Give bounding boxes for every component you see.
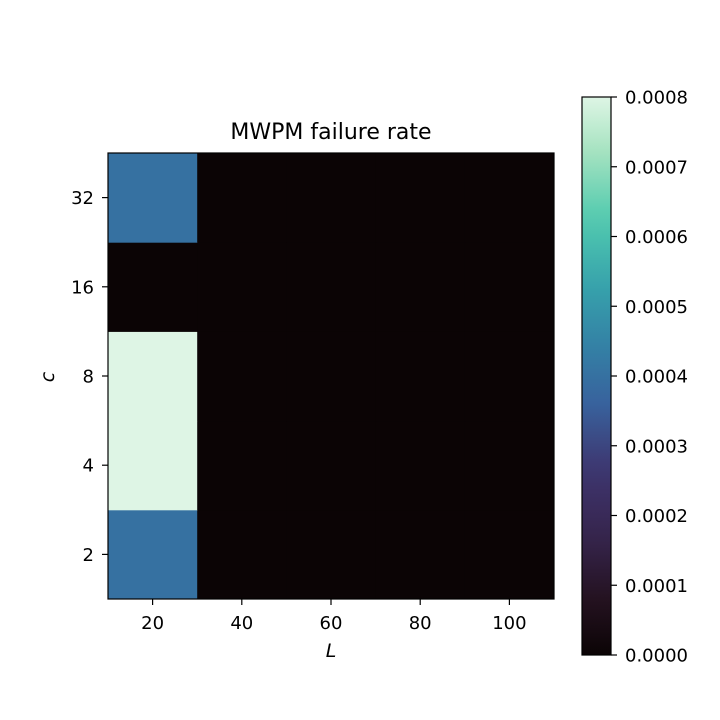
colorbar-tick-label: 0.0000 bbox=[625, 646, 688, 667]
heatmap-cell bbox=[197, 420, 287, 511]
y-axis-ticks: 2 4 8 16 32 bbox=[71, 188, 108, 566]
heatmap-cell bbox=[108, 331, 198, 422]
colorbar-tick-label: 0.0001 bbox=[625, 576, 688, 597]
colorbar-tick-label: 0.0003 bbox=[625, 436, 688, 457]
heatmap-cell bbox=[286, 420, 377, 511]
heatmap-cell bbox=[197, 509, 287, 600]
heatmap-cell bbox=[108, 153, 198, 243]
heatmap-cell bbox=[464, 242, 555, 332]
x-tick-label: 40 bbox=[230, 613, 253, 634]
chart-title: MWPM failure rate bbox=[230, 120, 431, 145]
y-axis-label: c bbox=[37, 371, 59, 382]
heatmap-cells bbox=[108, 153, 555, 600]
heatmap-cell bbox=[197, 331, 287, 422]
x-tick-label: 100 bbox=[492, 613, 526, 634]
y-tick-label: 4 bbox=[83, 456, 94, 477]
colorbar-tick-label: 0.0006 bbox=[625, 227, 688, 248]
colorbar-ticks: 0.0000 0.0001 0.0002 0.0003 0.0004 0.0005 0.00… bbox=[611, 88, 688, 667]
heatmap-cell bbox=[464, 420, 555, 511]
heatmap-cell bbox=[375, 509, 466, 600]
y-tick-label: 8 bbox=[83, 367, 94, 388]
colorbar-tick-label: 0.0005 bbox=[625, 297, 688, 318]
heatmap-cell bbox=[197, 153, 287, 243]
heatmap-cell bbox=[108, 420, 198, 511]
heatmap-cell bbox=[108, 242, 198, 332]
heatmap-cell bbox=[108, 509, 198, 600]
heatmap-cell bbox=[286, 153, 377, 243]
heatmap-cell bbox=[197, 242, 287, 332]
y-tick-label: 2 bbox=[83, 545, 94, 566]
heatmap-cell bbox=[375, 242, 466, 332]
heatmap-cell bbox=[464, 331, 555, 422]
x-tick-label: 80 bbox=[409, 613, 432, 634]
x-axis-ticks: 20 40 60 80 100 bbox=[141, 599, 527, 634]
colorbar-tick-label: 0.0002 bbox=[625, 506, 688, 527]
y-tick-label: 16 bbox=[71, 277, 94, 298]
heatmap-cell bbox=[375, 331, 466, 422]
x-tick-label: 60 bbox=[320, 613, 343, 634]
y-tick-label: 32 bbox=[71, 188, 94, 209]
heatmap-cell bbox=[375, 153, 466, 243]
x-tick-label: 20 bbox=[141, 613, 164, 634]
colorbar-tick-label: 0.0004 bbox=[625, 367, 688, 388]
colorbar-tick-label: 0.0008 bbox=[625, 88, 688, 109]
heatmap-cell bbox=[286, 242, 377, 332]
heatmap-cell bbox=[375, 420, 466, 511]
colorbar bbox=[581, 96, 612, 656]
heatmap-cell bbox=[464, 153, 555, 243]
x-axis-label: L bbox=[326, 640, 337, 662]
heatmap-cell bbox=[286, 331, 377, 422]
heatmap-cell bbox=[464, 509, 555, 600]
heatmap-cell bbox=[286, 509, 377, 600]
colorbar-tick-label: 0.0007 bbox=[625, 157, 688, 178]
